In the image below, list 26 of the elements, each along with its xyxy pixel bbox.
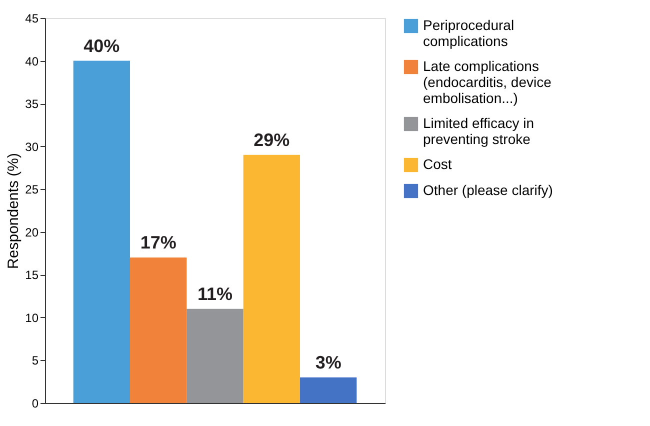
bar [186, 308, 244, 403]
bar [243, 154, 300, 403]
legend-label: Periprocedural complications [423, 17, 514, 49]
y-tick-label: 40 [25, 54, 39, 68]
legend-label: Limited efficacy in preventing stroke [423, 115, 534, 147]
y-tick-label: 15 [25, 268, 39, 282]
data-label: 17% [140, 232, 176, 253]
data-label: 11% [197, 284, 233, 304]
y-tick-label: 10 [25, 310, 39, 325]
y-axis-title: Respondents (%) [5, 153, 22, 269]
data-label: 3% [315, 352, 342, 372]
y-tick-label: 0 [32, 396, 39, 410]
bar [300, 377, 357, 403]
legend-label: Other (please clarify) [423, 182, 553, 198]
legend-label: Cost [423, 156, 452, 172]
bar [73, 60, 130, 403]
bar [130, 258, 187, 403]
y-tick-label: 25 [25, 182, 39, 197]
y-tick-label: 35 [25, 97, 39, 112]
data-label: 29% [254, 130, 290, 150]
y-tick-label: 30 [25, 140, 39, 154]
y-tick-label: 5 [32, 354, 39, 368]
data-label: 40% [84, 36, 120, 56]
y-tick-label: 20 [25, 225, 39, 240]
legend-label: Late complications (endocarditis, device embolisation...) [423, 58, 552, 106]
y-tick-label: 45 [25, 12, 39, 26]
